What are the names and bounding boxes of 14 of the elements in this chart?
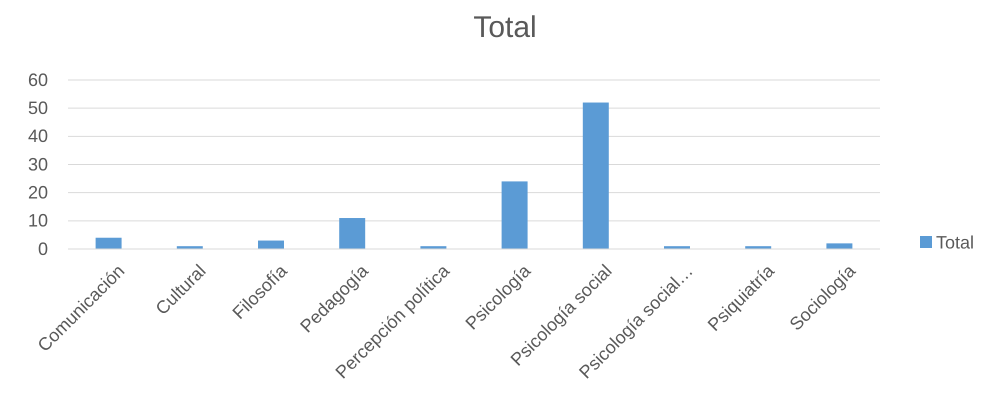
bar (96, 238, 122, 249)
bar (582, 102, 609, 249)
y-tick-label: 30 (28, 154, 48, 174)
legend-label: Total (936, 232, 974, 252)
y-tick-label: 40 (28, 126, 48, 146)
y-tick-label: 60 (28, 70, 48, 90)
bar (502, 181, 528, 249)
y-tick-label: 50 (28, 98, 48, 118)
y-tick-label: 10 (28, 210, 48, 231)
bar (339, 218, 366, 249)
y-tick-label: 20 (28, 182, 48, 202)
y-tick-label: 0 (38, 238, 48, 259)
chart-title: Total (473, 11, 537, 44)
bar (258, 240, 284, 249)
